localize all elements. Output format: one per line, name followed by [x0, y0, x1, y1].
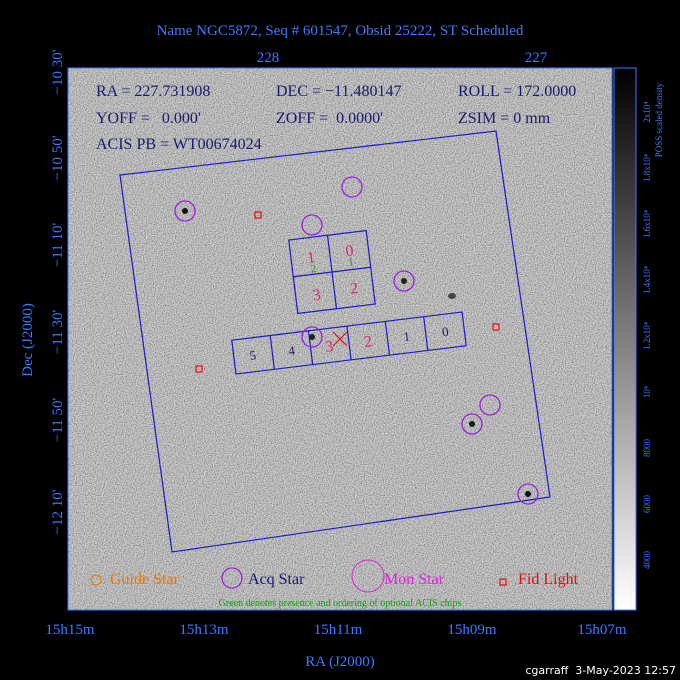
info-ra: RA = 227.731908 — [96, 83, 210, 100]
chip-label: 1 — [306, 249, 316, 267]
info-zsim: ZSIM = 0 mm — [458, 110, 551, 127]
x-label: RA (J2000) — [305, 654, 375, 670]
chip-label: 3 — [312, 287, 322, 305]
footer-bg — [526, 660, 680, 680]
acq-stars — [174, 176, 539, 505]
colorbar-tick: 8000 — [642, 439, 652, 458]
colorbar-tick: 1.8x10⁴ — [642, 154, 652, 182]
chip-label: 2 — [363, 333, 373, 351]
chip-label: 0 — [441, 324, 449, 340]
left-tick: −11 10' — [50, 223, 66, 268]
aimpoint — [332, 331, 348, 347]
acq-star — [393, 270, 415, 292]
galaxy — [448, 293, 456, 299]
chip-edge — [293, 266, 371, 278]
info-roll: ROLL = 172.0000 — [458, 83, 576, 100]
chip-label: 4 — [287, 343, 296, 359]
bottom-tick: 15h09m — [447, 622, 497, 638]
left-tick: −12 10' — [50, 489, 66, 534]
star — [469, 421, 475, 427]
acq-star — [174, 200, 196, 222]
acq-star — [301, 214, 323, 236]
colorbar-tick: 1.2x10⁴ — [642, 322, 652, 350]
bottom-tick: 15h15m — [45, 622, 95, 638]
i-array: 0 1 2 3 1 2 — [288, 229, 376, 315]
info-block: RA = 227.731908 DEC = −11.480147 ROLL = … — [96, 83, 576, 153]
acq-star — [461, 413, 483, 435]
stars — [182, 208, 531, 497]
legend-icon — [221, 567, 243, 589]
optional-label: 1 — [348, 256, 355, 269]
left-tick: −10 50' — [50, 135, 66, 180]
bottom-ticks: 15h15m 15h13m 15h11m 15h09m 15h07m — [45, 622, 627, 638]
field-box — [119, 130, 551, 553]
chip-label: 2 — [349, 280, 359, 298]
legend-label: Fid Light — [518, 571, 579, 588]
legend-icon — [499, 578, 507, 586]
acq-star — [341, 176, 363, 198]
s-array: 5 4 3 2 1 0 — [231, 311, 467, 375]
legend-label: Acq Star — [248, 571, 305, 588]
colorbar-tick: 1.6x10⁴ — [642, 210, 652, 238]
left-ticks: −10 30' −10 50' −11 10' −11 30' −11 50' … — [50, 49, 66, 534]
chip-edge — [346, 326, 352, 360]
star — [401, 278, 407, 284]
chip-edge — [269, 335, 275, 370]
left-tick: −11 30' — [50, 310, 66, 355]
bottom-tick: 15h13m — [179, 622, 229, 638]
chip-edge — [384, 321, 391, 356]
acq-star — [517, 483, 539, 505]
top-tick: 227 — [525, 50, 548, 66]
legend: Guide Star Acq Star Mon Star Fid Light G… — [90, 559, 579, 609]
info-zoff: ZOFF = 0.0000' — [276, 110, 383, 127]
colorbar-tick: 10⁴ — [642, 386, 652, 398]
star — [309, 334, 315, 340]
colorbar-tick: 6000 — [642, 495, 652, 514]
acq-star — [301, 326, 323, 348]
colorbar-tick: 1.4x10⁴ — [642, 266, 652, 294]
info-dec: DEC = −11.480147 — [276, 83, 401, 100]
y-label: Dec (J2000) — [20, 303, 36, 377]
fid-light — [492, 323, 500, 331]
chip-label: 0 — [345, 242, 355, 260]
colorbar-label: POSS scaled density — [654, 82, 664, 157]
legend-note: Green denotes presence and ordering of o… — [219, 598, 462, 609]
plot-frame — [67, 67, 613, 611]
legend-icon — [351, 559, 385, 593]
chip-label: 5 — [249, 347, 257, 363]
title: Name NGC5872, Seq # 601547, Obsid 25222,… — [157, 23, 524, 39]
footer: cgarraff 3-May-2023 12:57 — [525, 664, 676, 677]
chip-edge — [423, 316, 429, 351]
star — [182, 208, 188, 214]
fid-lights — [195, 211, 500, 373]
fid-light — [254, 211, 262, 219]
info-yoff: YOFF = 0.000' — [96, 110, 201, 127]
colorbar-tick: 4000 — [642, 551, 652, 570]
colorbar — [613, 67, 637, 611]
legend-label: Mon Star — [384, 571, 445, 588]
optional-label: 2 — [310, 263, 317, 276]
top-tick: 228 — [257, 50, 280, 66]
bottom-tick: 15h11m — [314, 622, 363, 638]
colorbar-tick: 2x10⁴ — [642, 101, 652, 122]
chip-label: 3 — [324, 338, 334, 356]
info-pb: ACIS PB = WT00674024 — [96, 136, 262, 153]
chip-label: 1 — [402, 329, 410, 345]
bottom-tick: 15h07m — [577, 622, 627, 638]
star — [525, 491, 531, 497]
colorbar-ticks: 4000 6000 8000 10⁴ 1.2x10⁴ 1.4x10⁴ 1.6x1… — [642, 82, 664, 569]
legend-label: Guide Star — [110, 571, 180, 588]
legend-icon — [90, 574, 102, 586]
acq-star — [479, 394, 501, 416]
fid-light — [195, 365, 203, 373]
left-tick: −10 30' — [50, 49, 66, 94]
left-tick: −11 50' — [50, 398, 66, 443]
